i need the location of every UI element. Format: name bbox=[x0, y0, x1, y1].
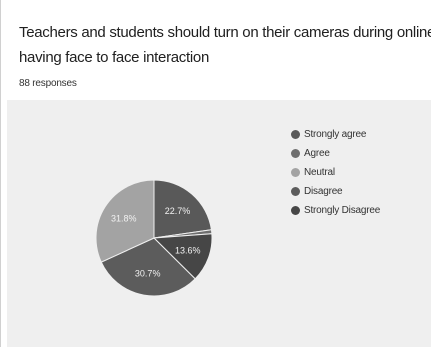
pie-slice-disagree bbox=[100, 237, 196, 297]
legend-swatch bbox=[291, 129, 300, 139]
legend-item-agree[interactable]: Agree bbox=[291, 145, 380, 161]
response-count: 88 responses bbox=[19, 78, 77, 89]
slice-label-neutral: 31.8% bbox=[111, 214, 137, 224]
chart-panel bbox=[7, 100, 431, 347]
pie-slice-strongly-agree bbox=[153, 179, 212, 239]
legend-swatch bbox=[291, 186, 300, 196]
legend-label: Agree bbox=[304, 147, 330, 159]
legend-label: Strongly Disagree bbox=[304, 204, 381, 216]
question-line-1: Teachers and students should turn on the… bbox=[19, 24, 431, 41]
question-line-2: having face to face interaction bbox=[19, 49, 209, 66]
legend-swatch bbox=[291, 167, 300, 177]
legend-item-disagree[interactable]: Disagree bbox=[291, 183, 380, 199]
legend-label: Disagree bbox=[304, 185, 343, 197]
pie-slice-neutral bbox=[95, 179, 155, 263]
legend-label: Strongly agree bbox=[304, 128, 367, 140]
chart-legend: Strongly agree Agree Neutral Disagree Strong… bbox=[291, 126, 380, 221]
slice-label-disagree: 30.7% bbox=[135, 268, 161, 278]
legend-item-strongly-disagree[interactable]: Strongly Disagree bbox=[291, 202, 380, 218]
legend-swatch bbox=[291, 205, 300, 215]
question-title: Teachers and students should turn on the… bbox=[19, 20, 431, 70]
slice-label-strongly-agree: 22.7% bbox=[165, 206, 191, 216]
legend-swatch bbox=[291, 148, 300, 158]
legend-item-neutral[interactable]: Neutral bbox=[291, 164, 380, 180]
legend-item-strongly-agree[interactable]: Strongly agree bbox=[291, 126, 380, 142]
legend-label: Neutral bbox=[304, 166, 335, 178]
slice-label-strongly-disagree: 13.6% bbox=[175, 245, 201, 255]
